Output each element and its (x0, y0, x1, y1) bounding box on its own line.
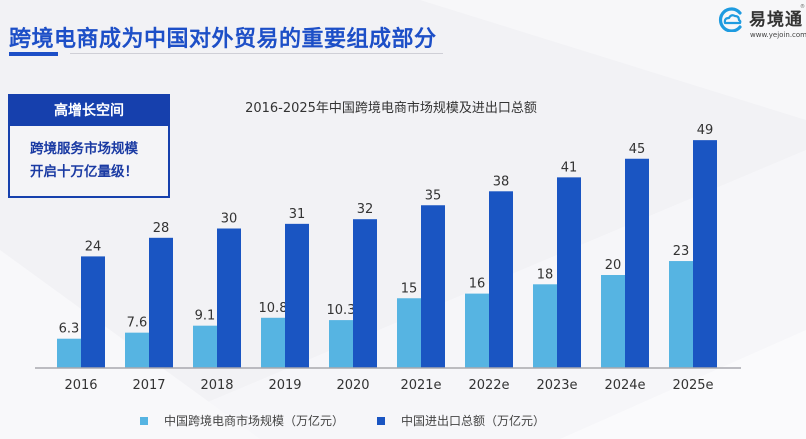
x-tick-label: 2021e (400, 378, 441, 393)
value-label-market-size: 16 (469, 277, 486, 292)
bar-market-size (261, 317, 285, 368)
brand-logo: 易境通 ® www.yejoin.com (716, 4, 806, 44)
value-label-market-size: 10.3 (327, 303, 356, 318)
bar-market-size (193, 325, 217, 368)
bars-group: 6.3 24 7.6 28 9.1 30 10.8 31 10.3 32 15 35 16 38 18 41 2… (57, 123, 717, 368)
value-label-trade-total: 31 (289, 207, 306, 222)
logo-url: www.yejoin.com (750, 31, 806, 39)
x-tick-label: 2019 (268, 378, 301, 393)
legend-swatch-trade-total (377, 417, 385, 425)
x-tick-label: 2020 (336, 378, 369, 393)
bar-market-size (397, 298, 421, 368)
bar-trade-total (81, 256, 105, 368)
callout-line-1: 跨境服务市场规模 (30, 141, 138, 157)
growth-callout-box: 高增长空间 跨境服务市场规模 开启十万亿量级！ (8, 94, 170, 198)
value-label-trade-total: 49 (697, 123, 714, 138)
value-label-trade-total: 38 (493, 174, 510, 189)
legend-swatch-market-size (140, 417, 148, 425)
value-label-market-size: 9.1 (195, 309, 216, 324)
bar-trade-total (217, 228, 241, 368)
value-label-market-size: 7.6 (127, 316, 148, 331)
value-label-market-size: 6.3 (59, 322, 80, 337)
bar-trade-total (285, 223, 309, 368)
bar-trade-total (693, 140, 717, 368)
bar-trade-total (489, 191, 513, 368)
bar-market-size (329, 320, 353, 368)
x-tick-label: 2023e (536, 378, 577, 393)
value-label-trade-total: 45 (629, 142, 646, 157)
value-label-trade-total: 41 (561, 160, 578, 175)
value-label-market-size: 15 (401, 281, 418, 296)
callout-body: 跨境服务市场规模 开启十万亿量级！ (10, 126, 168, 184)
bar-market-size (465, 293, 489, 368)
value-label-market-size: 20 (605, 258, 622, 273)
value-label-trade-total: 24 (85, 239, 102, 254)
bar-market-size (533, 284, 557, 368)
value-label-trade-total: 35 (425, 188, 442, 203)
bar-trade-total (421, 205, 445, 368)
callout-line-2: 开启十万亿量级！ (30, 164, 138, 180)
x-tick-label: 2016 (64, 378, 97, 393)
logo-name: 易境通 (749, 10, 803, 30)
value-label-trade-total: 28 (153, 221, 170, 236)
x-tick-label: 2022e (468, 378, 509, 393)
cloud-logo-icon (718, 7, 742, 32)
x-tick-label: 2018 (200, 378, 233, 393)
bar-market-size (57, 338, 81, 368)
legend-label-trade-total: 中国进出口总额（万亿元） (401, 413, 545, 428)
chart-title: 2016-2025年中国跨境电商市场规模及进出口总额 (245, 100, 537, 116)
x-tick-label: 2024e (604, 378, 645, 393)
bar-market-size (601, 275, 625, 368)
registered-mark: ® (800, 4, 805, 10)
value-label-market-size: 10.8 (259, 301, 288, 316)
value-label-trade-total: 30 (221, 212, 238, 227)
legend-label-market-size: 中国跨境电商市场规模（万亿元） (164, 413, 344, 428)
x-axis-labels: 2016 2017 2018 2019 2020 2021e 2022e 2023e 2024e… (64, 378, 713, 393)
bar-trade-total (149, 237, 173, 368)
bar-market-size (125, 332, 149, 368)
value-label-market-size: 18 (537, 267, 554, 282)
value-label-trade-total: 32 (357, 202, 374, 217)
legend: 中国跨境电商市场规模（万亿元） 中国进出口总额（万亿元） (140, 413, 545, 428)
x-tick-label: 2025e (672, 378, 713, 393)
bar-trade-total (557, 177, 581, 368)
x-tick-label: 2017 (132, 378, 165, 393)
page-title: 跨境电商成为中国对外贸易的重要组成部分 (9, 27, 437, 52)
title-accent-bar (9, 52, 58, 56)
bar-trade-total (353, 219, 377, 368)
value-label-market-size: 23 (673, 244, 690, 259)
title-divider (70, 53, 443, 54)
callout-header: 高增长空间 (10, 96, 168, 126)
bar-market-size (669, 261, 693, 368)
bar-trade-total (625, 158, 649, 368)
